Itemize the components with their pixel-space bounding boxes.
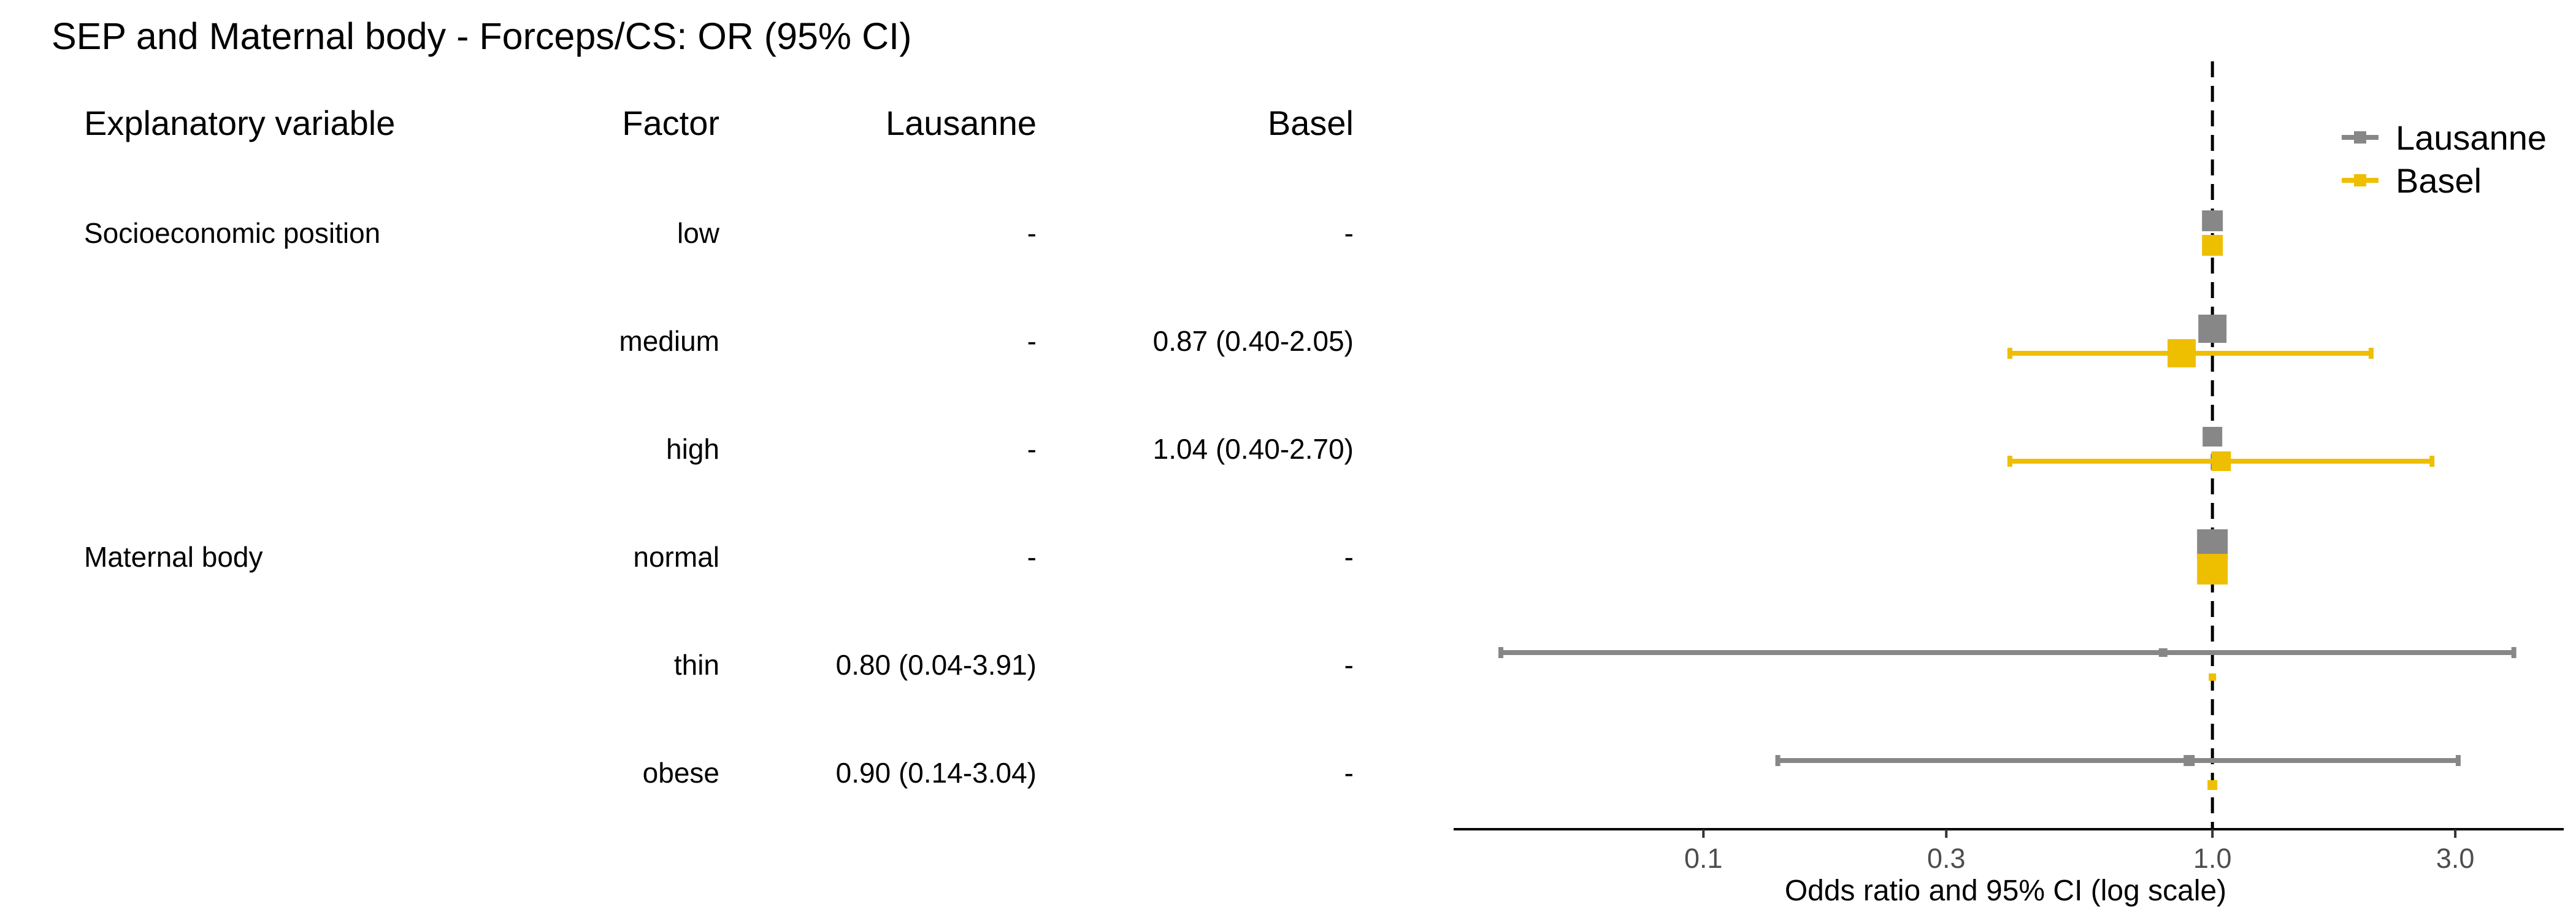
x-axis-label: Odds ratio and 95% CI (log scale) — [1785, 875, 2226, 907]
table-header: Explanatory variable Factor Lausanne Bas… — [84, 104, 1354, 142]
legend-marker-basel — [2354, 174, 2366, 186]
point-estimate-lausanne — [2198, 315, 2227, 343]
row-variable-label: Maternal body — [84, 541, 263, 573]
legend-marker-lausanne — [2354, 131, 2366, 144]
row-basel-value: 1.04 (0.40-2.70) — [1153, 433, 1354, 465]
row-variable-label: Socioeconomic position — [84, 217, 380, 249]
row-basel-value: - — [1344, 217, 1354, 249]
point-estimate-basel — [2209, 673, 2217, 681]
header-explanatory-variable: Explanatory variable — [84, 104, 395, 142]
row-basel-value: - — [1344, 541, 1354, 573]
point-estimate-basel — [2197, 554, 2228, 585]
x-tick-label: 0.1 — [1684, 843, 1723, 874]
legend-label-lausanne: Lausanne — [2396, 118, 2547, 157]
point-estimate-basel — [2168, 339, 2196, 367]
header-basel: Basel — [1268, 104, 1354, 142]
row-lausanne-value: 0.80 (0.04-3.91) — [836, 649, 1037, 681]
point-estimate-lausanne — [2202, 427, 2223, 447]
row-basel-value: - — [1344, 649, 1354, 681]
row-factor-label: low — [677, 217, 720, 249]
table-rows: Socioeconomic position low - - medium - 0.87 (… — [84, 217, 1354, 789]
row-lausanne-value: - — [1027, 541, 1037, 573]
legend: Lausanne Basel — [2342, 118, 2547, 200]
chart-title: SEP and Maternal body - Forceps/CS: OR (… — [52, 15, 911, 57]
point-estimate-lausanne — [2202, 210, 2223, 231]
plot-area: 0.1 0.3 1.0 3.0 Odds ratio and 95% CI (log s… — [1454, 61, 2564, 907]
row-factor-label: normal — [633, 541, 719, 573]
point-estimate-lausanne — [2158, 648, 2168, 657]
point-estimate-basel — [2207, 780, 2218, 790]
row-lausanne-value: - — [1027, 325, 1037, 357]
x-tick-label: 1.0 — [2193, 843, 2232, 874]
row-factor-label: thin — [674, 649, 719, 681]
point-estimate-lausanne — [2183, 755, 2195, 766]
row-basel-value: - — [1344, 757, 1354, 789]
legend-label-basel: Basel — [2396, 161, 2482, 200]
header-factor: Factor — [622, 104, 719, 142]
row-factor-label: obese — [643, 757, 719, 789]
x-tick-label: 3.0 — [2436, 843, 2475, 874]
point-estimate-basel — [2202, 235, 2223, 256]
row-lausanne-value: - — [1027, 433, 1037, 465]
row-factor-label: medium — [619, 325, 719, 357]
row-lausanne-value: - — [1027, 217, 1037, 249]
point-estimate-basel — [2211, 451, 2231, 471]
row-lausanne-value: 0.90 (0.14-3.04) — [836, 757, 1037, 789]
x-tick-label: 0.3 — [1927, 843, 1966, 874]
row-basel-value: 0.87 (0.40-2.05) — [1153, 325, 1354, 357]
header-lausanne: Lausanne — [886, 104, 1037, 142]
row-factor-label: high — [666, 433, 719, 465]
